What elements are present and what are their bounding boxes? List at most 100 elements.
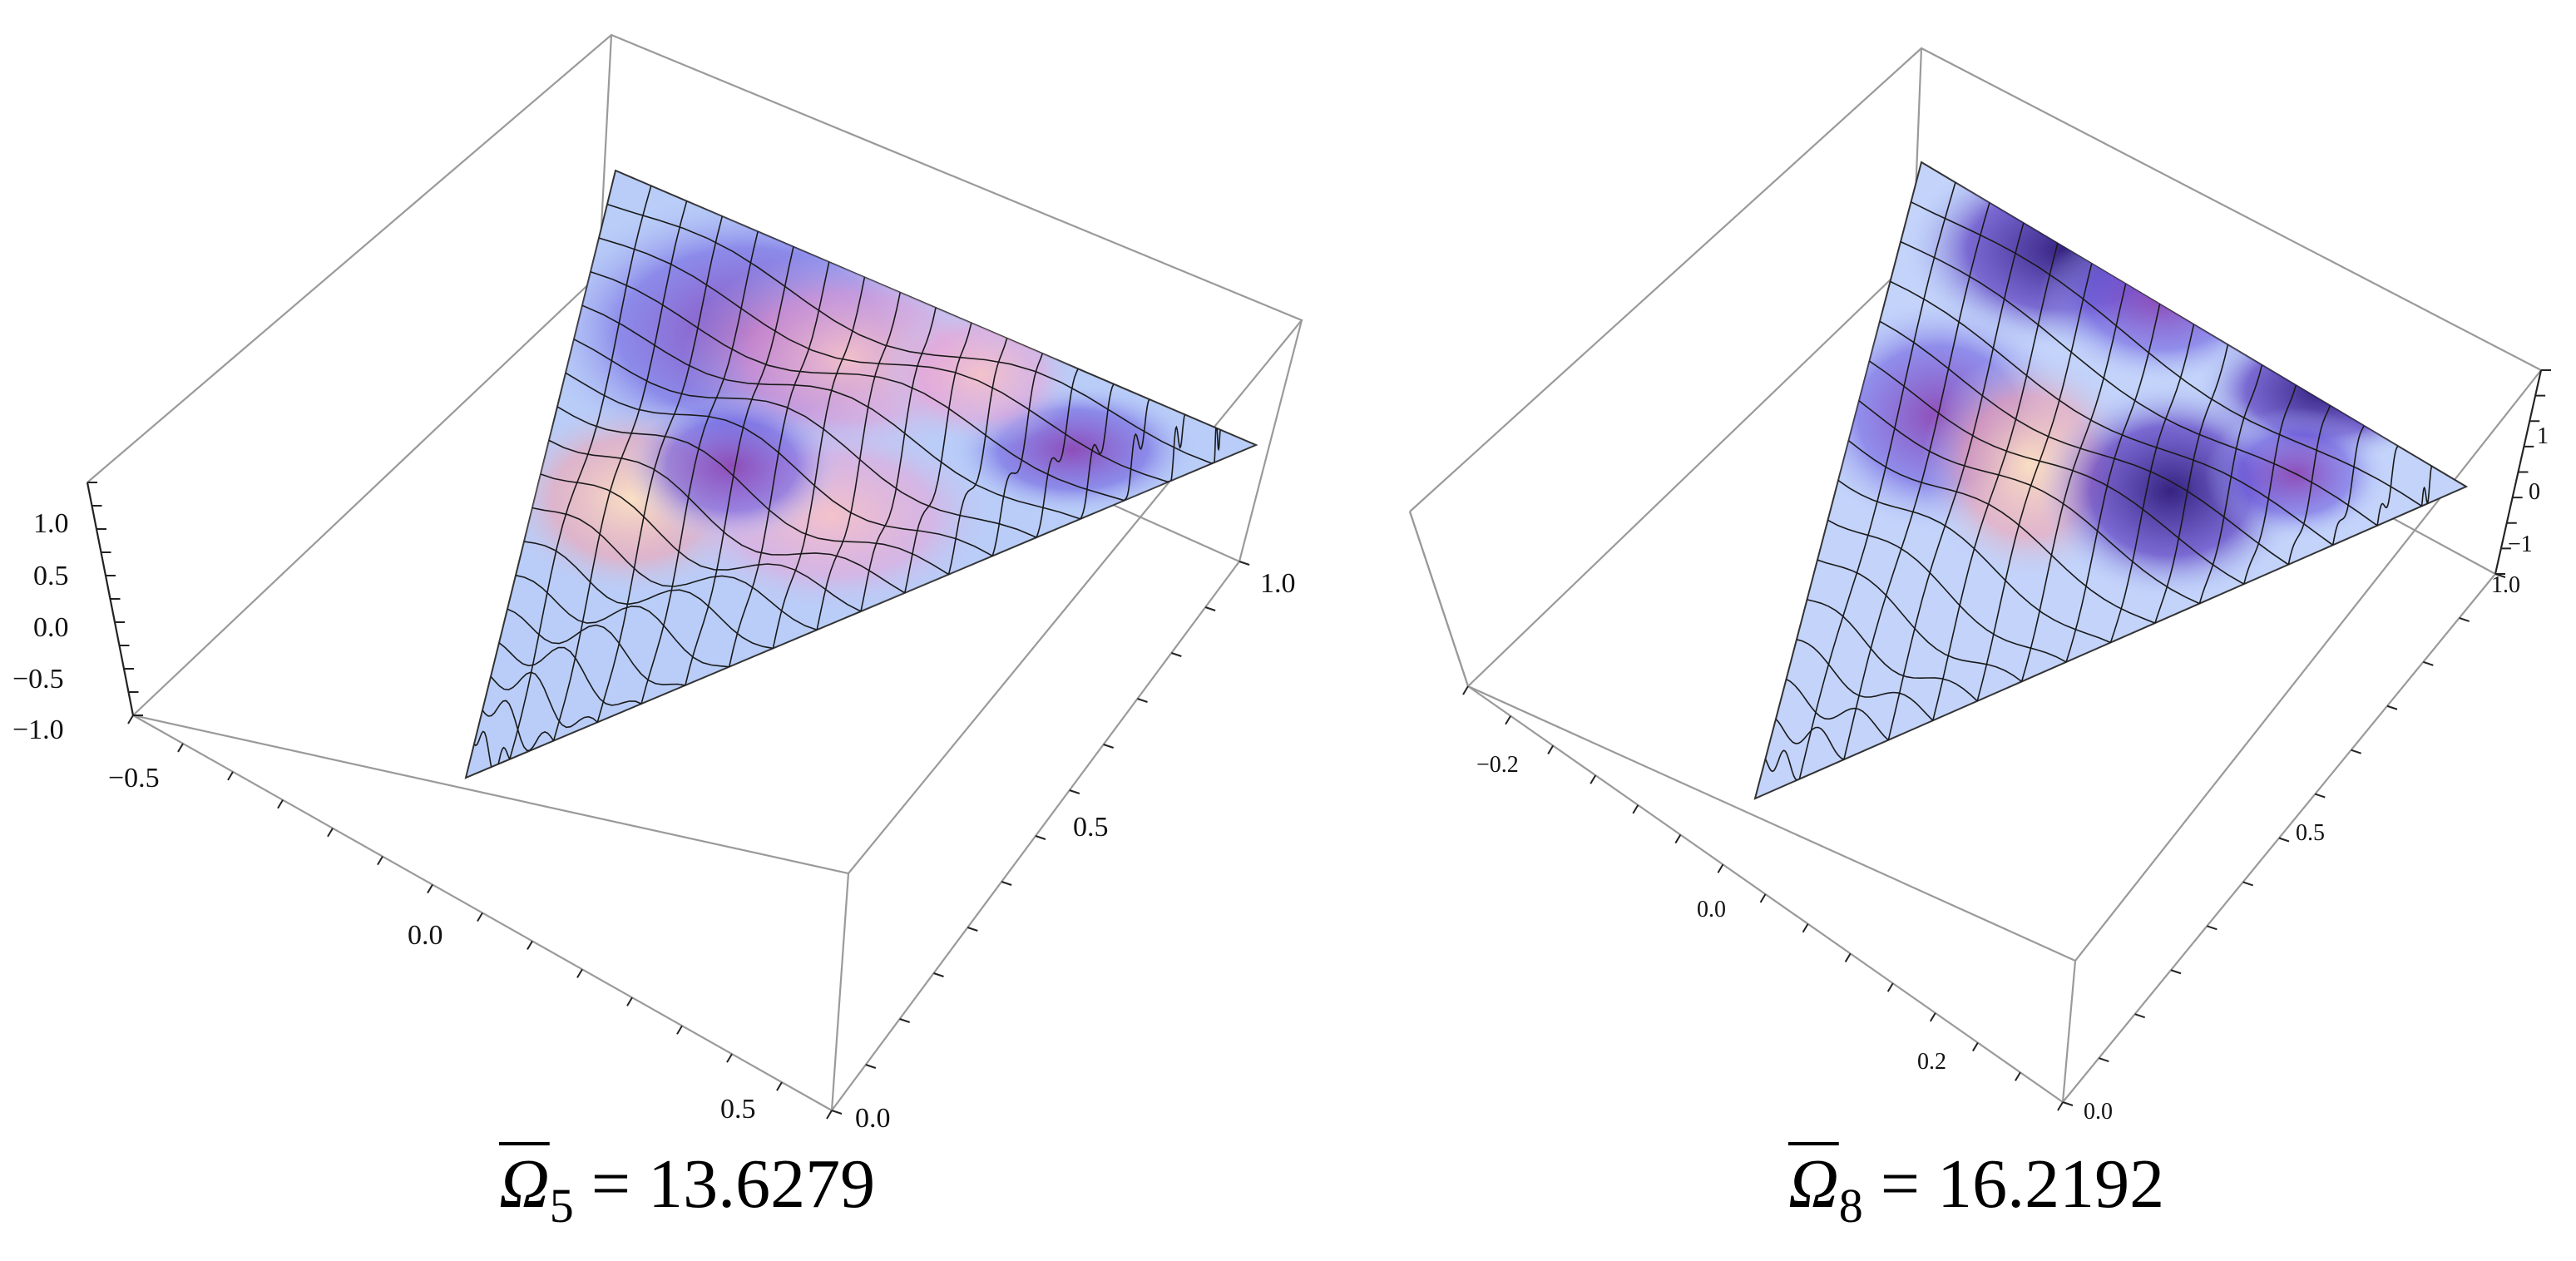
axis-tick <box>776 1081 783 1091</box>
mesh-line <box>1848 440 2156 624</box>
mesh-line <box>2243 384 2297 585</box>
y-tick-label: 1.0 <box>1260 568 1296 599</box>
mesh-line <box>1911 201 2423 507</box>
y-tick-label: 1.0 <box>2491 572 2520 598</box>
axis-tick <box>1674 834 1682 844</box>
axis-tick <box>626 996 633 1006</box>
axis-tick <box>2099 1057 2109 1063</box>
axis-tick <box>1069 789 1080 794</box>
axis-tick <box>2170 969 2182 975</box>
axis-tick <box>177 743 184 753</box>
panel-mode8: 1 0 −1 −0.2 0.0 0.2 0.0 0.5 1.0 <box>1408 47 2551 1125</box>
z-tick-label: −1 <box>2508 532 2533 557</box>
axis-tick <box>933 972 944 977</box>
x-tick-label: −0.2 <box>1476 752 1519 778</box>
axis-tick <box>2278 837 2290 843</box>
y-tick-label: 0.5 <box>1073 812 1109 843</box>
axis-tick <box>2351 749 2361 754</box>
mesh-line <box>1827 519 2067 663</box>
mesh-line <box>482 700 555 752</box>
mesh-line <box>1837 479 2111 644</box>
x-tick-label: 0.0 <box>408 920 443 951</box>
equals-sign: = <box>591 1145 631 1223</box>
mesh-line <box>2065 304 2161 663</box>
axis-tick <box>1929 1012 1936 1022</box>
mesh-line <box>2420 465 2433 507</box>
mesh-line <box>509 185 652 760</box>
axis-tick <box>1171 652 1182 657</box>
x-axis: −0.2 0.0 0.2 <box>1476 752 1946 1075</box>
mesh-line <box>1900 240 2378 527</box>
z-tick-label: 0 <box>2529 479 2540 505</box>
axis-tick <box>1802 923 1809 933</box>
mesh-line <box>2198 364 2263 604</box>
axis-tick <box>2242 881 2253 887</box>
mesh-line <box>1817 559 2023 683</box>
mesh-line <box>2376 445 2399 527</box>
mesh-line <box>816 292 901 630</box>
z-tick-label: 0.0 <box>33 612 69 643</box>
axis-tick <box>1035 835 1046 840</box>
mesh-line <box>515 574 729 668</box>
mesh-line <box>685 246 794 686</box>
axis-tick <box>2134 1013 2145 1019</box>
axis-tick <box>377 856 383 866</box>
mesh-line <box>2287 405 2331 565</box>
axis-tick <box>676 1025 683 1035</box>
mesh-line <box>1080 383 1115 520</box>
omega-symbol: Ω <box>499 1145 550 1223</box>
axis-tick <box>1590 774 1597 784</box>
y-axis: 0.0 0.5 1.0 <box>855 568 1296 1134</box>
x-axis: −0.5 0.0 0.5 <box>108 763 756 1125</box>
axis-tick <box>826 1110 833 1120</box>
mesh-line <box>1869 360 2245 585</box>
axis-tick <box>1971 1042 1979 1052</box>
mesh-line <box>606 203 1213 464</box>
axis-tick <box>477 912 483 922</box>
axis-tick <box>2057 1101 2064 1111</box>
mesh-line <box>1124 398 1150 502</box>
caption-mode5: Ω5 = 13.6279 <box>499 1144 875 1234</box>
mesh-line <box>904 323 972 593</box>
mesh-line <box>1879 320 2289 566</box>
axis-tick <box>1632 804 1639 814</box>
axis-tick <box>1547 744 1555 754</box>
mesh-line <box>1775 718 1845 760</box>
axis-tick <box>1204 606 1216 611</box>
mesh-line <box>523 541 774 650</box>
mesh-line <box>1798 182 1956 779</box>
axis-tick <box>726 1053 733 1063</box>
mesh-line <box>548 439 906 594</box>
mesh-line <box>728 261 830 667</box>
mesh-line <box>596 215 724 723</box>
z-axis: 1.0 0.5 0.0 −0.5 −1.0 <box>12 482 134 745</box>
y-tick-label: 0.0 <box>2084 1099 2113 1125</box>
mesh-line <box>860 307 937 612</box>
frequency-value: 16.2192 <box>1937 1145 2165 1223</box>
y-tick-label: 0.0 <box>855 1103 891 1134</box>
axis-tick <box>1103 744 1114 749</box>
mesh-line <box>556 406 950 576</box>
axis-tick <box>1239 561 1250 566</box>
axis-tick <box>831 1110 843 1115</box>
axis-tick <box>576 968 583 978</box>
mesh-line <box>498 642 642 706</box>
mesh-line <box>590 270 1125 502</box>
axis-tick <box>1886 982 1894 992</box>
mesh-line <box>947 338 1008 575</box>
axis-tick <box>127 715 134 724</box>
axis-tick <box>1137 698 1148 703</box>
axis-tick <box>2386 705 2398 710</box>
axis-tick <box>967 927 978 932</box>
mesh-line <box>1764 749 1800 781</box>
axis-tick <box>527 940 533 950</box>
z-tick-label: −0.5 <box>12 664 64 695</box>
mesh-line <box>2331 425 2365 546</box>
mesh-line <box>1796 639 1934 721</box>
y-tick-label: 0.5 <box>2296 820 2325 846</box>
x-tick-label: 0.0 <box>1697 897 1726 922</box>
x-tick-label: 0.5 <box>720 1094 756 1125</box>
omega-subscript: 8 <box>1838 1178 1863 1233</box>
frequency-value: 13.6279 <box>648 1145 876 1223</box>
